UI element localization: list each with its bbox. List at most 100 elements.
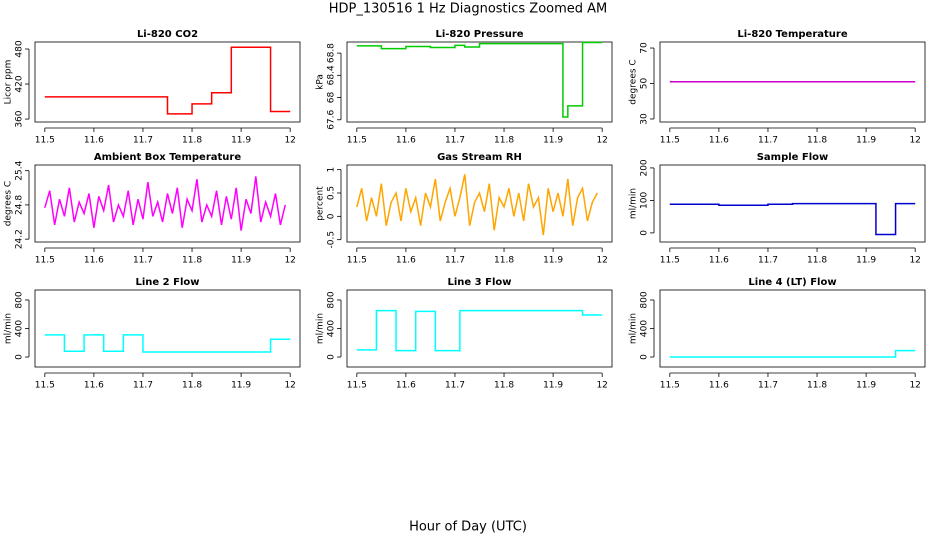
y-tick-label: 100: [640, 192, 650, 209]
x-tick-label: 11.8: [494, 381, 514, 391]
x-tick-label: 11.9: [856, 381, 876, 391]
x-tick-label: 11.8: [494, 136, 514, 146]
x-tick-label: 11.9: [856, 136, 876, 146]
x-tick-label: 11.8: [182, 381, 202, 391]
data-line: [669, 202, 916, 236]
data-line: [44, 176, 287, 231]
x-tick-label: 11.5: [347, 136, 367, 146]
x-tick-label: 12: [909, 256, 920, 266]
x-tick-label: 11.9: [231, 256, 251, 266]
x-tick-label: 12: [596, 381, 607, 391]
x-tick-label: 11.7: [445, 136, 465, 146]
y-tick-label: 70: [640, 42, 650, 54]
x-tick-label: 11.7: [758, 136, 778, 146]
x-tick-label: 11.7: [445, 256, 465, 266]
panel-title: Line 3 Flow: [448, 277, 512, 288]
y-tick-label: 67.6: [327, 109, 337, 129]
x-tick-label: 11.6: [84, 256, 104, 266]
y-tick-label: 800: [640, 291, 650, 308]
y-tick-label: 25.4: [15, 160, 25, 180]
x-tick-label: 11.6: [709, 136, 729, 146]
x-tick-label: 11.7: [758, 381, 778, 391]
x-tick-label: 11.5: [347, 256, 367, 266]
x-tick-label: 11.6: [396, 381, 416, 391]
y-tick-label: 68: [327, 92, 337, 104]
plot-frame: [659, 41, 926, 123]
y-axis-label: Licor ppm: [4, 60, 14, 105]
y-axis-label: ml/min: [629, 313, 639, 344]
plot-frame: [34, 41, 301, 123]
x-tick-label: 11.8: [807, 256, 827, 266]
main-title: HDP_130516 1 Hz Diagnostics Zoomed AM: [329, 2, 608, 17]
x-tick-label: 11.6: [709, 381, 729, 391]
x-tick-label: 11.8: [182, 256, 202, 266]
x-axis-label: Hour of Day (UTC): [409, 520, 527, 535]
x-tick-label: 11.5: [35, 381, 55, 391]
y-tick-label: 24.8: [15, 195, 25, 215]
x-tick-label: 11.9: [543, 136, 563, 146]
x-tick-label: 11.5: [660, 256, 680, 266]
x-tick-label: 11.5: [35, 136, 55, 146]
x-tick-label: 11.6: [84, 381, 104, 391]
y-tick-label: 0: [15, 354, 25, 360]
y-tick-label: 400: [640, 320, 650, 337]
x-tick-label: 11.6: [396, 256, 416, 266]
y-tick-label: 0: [640, 354, 650, 360]
x-tick-label: 11.9: [856, 256, 876, 266]
x-tick-label: 12: [909, 136, 920, 146]
x-tick-label: 11.7: [133, 381, 153, 391]
y-axis-label: ml/min: [629, 188, 639, 219]
y-tick-label: 30: [640, 113, 650, 125]
x-tick-label: 12: [284, 381, 295, 391]
x-tick-label: 12: [596, 136, 607, 146]
y-axis-label: kPa: [316, 74, 326, 90]
panel-title: Ambient Box Temperature: [94, 152, 241, 163]
y-tick-label: 0.5: [327, 186, 337, 200]
panel-title: Line 4 (LT) Flow: [748, 277, 836, 288]
y-tick-label: 0: [327, 213, 337, 219]
y-axis-label: degrees C: [4, 181, 14, 226]
x-tick-label: 11.9: [231, 136, 251, 146]
x-tick-label: 11.6: [396, 136, 416, 146]
data-line: [669, 349, 916, 358]
panel-title: Line 2 Flow: [136, 277, 200, 288]
plot-frame: [659, 164, 926, 243]
y-tick-label: 800: [15, 291, 25, 308]
data-line: [356, 309, 603, 352]
panel-title: Sample Flow: [757, 152, 829, 163]
x-tick-label: 11.5: [347, 381, 367, 391]
x-tick-label: 11.7: [133, 136, 153, 146]
y-tick-label: 1: [327, 167, 337, 173]
y-tick-label: 200: [640, 159, 650, 176]
x-tick-label: 11.5: [660, 381, 680, 391]
x-tick-label: 11.7: [133, 256, 153, 266]
y-axis-label: ml/min: [316, 313, 326, 344]
y-tick-label: 480: [15, 40, 25, 57]
panel-title: Li-820 Pressure: [435, 29, 523, 40]
y-tick-label: 24.2: [15, 229, 25, 249]
y-tick-label: 0: [327, 354, 337, 360]
y-axis-label: ml/min: [4, 313, 14, 344]
x-tick-label: 11.9: [231, 381, 251, 391]
x-tick-label: 11.5: [660, 136, 680, 146]
plot-frame: [34, 164, 301, 243]
x-tick-label: 11.5: [35, 256, 55, 266]
y-tick-label: 68.8: [327, 43, 337, 63]
panel-title: Li-820 Temperature: [737, 29, 847, 40]
y-axis-label: percent: [316, 186, 326, 221]
plot-frame: [346, 41, 613, 123]
x-tick-label: 12: [596, 256, 607, 266]
y-tick-label: 360: [15, 110, 25, 127]
plot-frame: [34, 289, 301, 368]
x-tick-label: 11.7: [445, 381, 465, 391]
x-tick-label: 12: [909, 381, 920, 391]
panel-title: Gas Stream RH: [437, 152, 522, 163]
x-tick-label: 11.8: [182, 136, 202, 146]
x-tick-label: 12: [284, 256, 295, 266]
y-tick-label: 68.4: [327, 65, 337, 85]
x-tick-label: 11.6: [709, 256, 729, 266]
x-tick-label: 11.8: [807, 381, 827, 391]
x-tick-label: 11.7: [758, 256, 778, 266]
y-tick-label: 400: [15, 320, 25, 337]
